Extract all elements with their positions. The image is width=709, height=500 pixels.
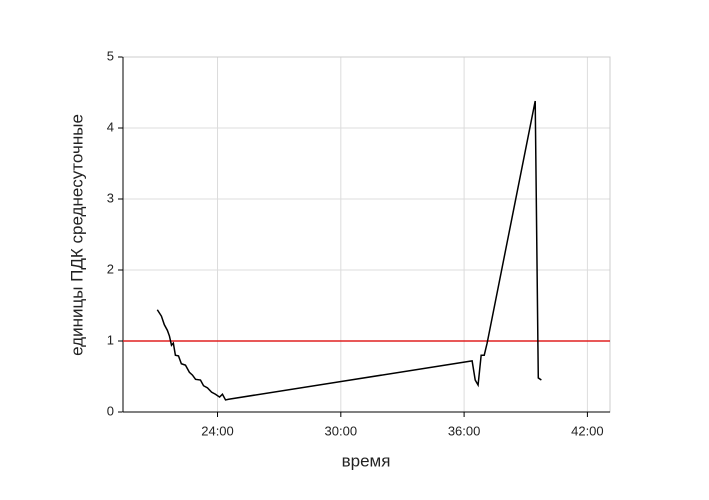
x-tick-label: 24:00: [201, 423, 234, 438]
data-line: [156, 100, 542, 401]
y-tick-label: 2: [107, 261, 114, 276]
y-tick-label: 1: [107, 332, 114, 347]
x-axis-label: время: [342, 451, 391, 470]
x-tick-label: 30:00: [325, 423, 358, 438]
y-tick-label: 4: [107, 119, 114, 134]
y-tick-label: 5: [107, 48, 114, 63]
x-tick-label: 42:00: [571, 423, 604, 438]
y-tick-label: 0: [107, 403, 114, 418]
x-tick-label: 36:00: [448, 423, 481, 438]
y-tick-label: 3: [107, 190, 114, 205]
y-axis-label: единицы ПДК среднесуточные: [67, 114, 86, 356]
